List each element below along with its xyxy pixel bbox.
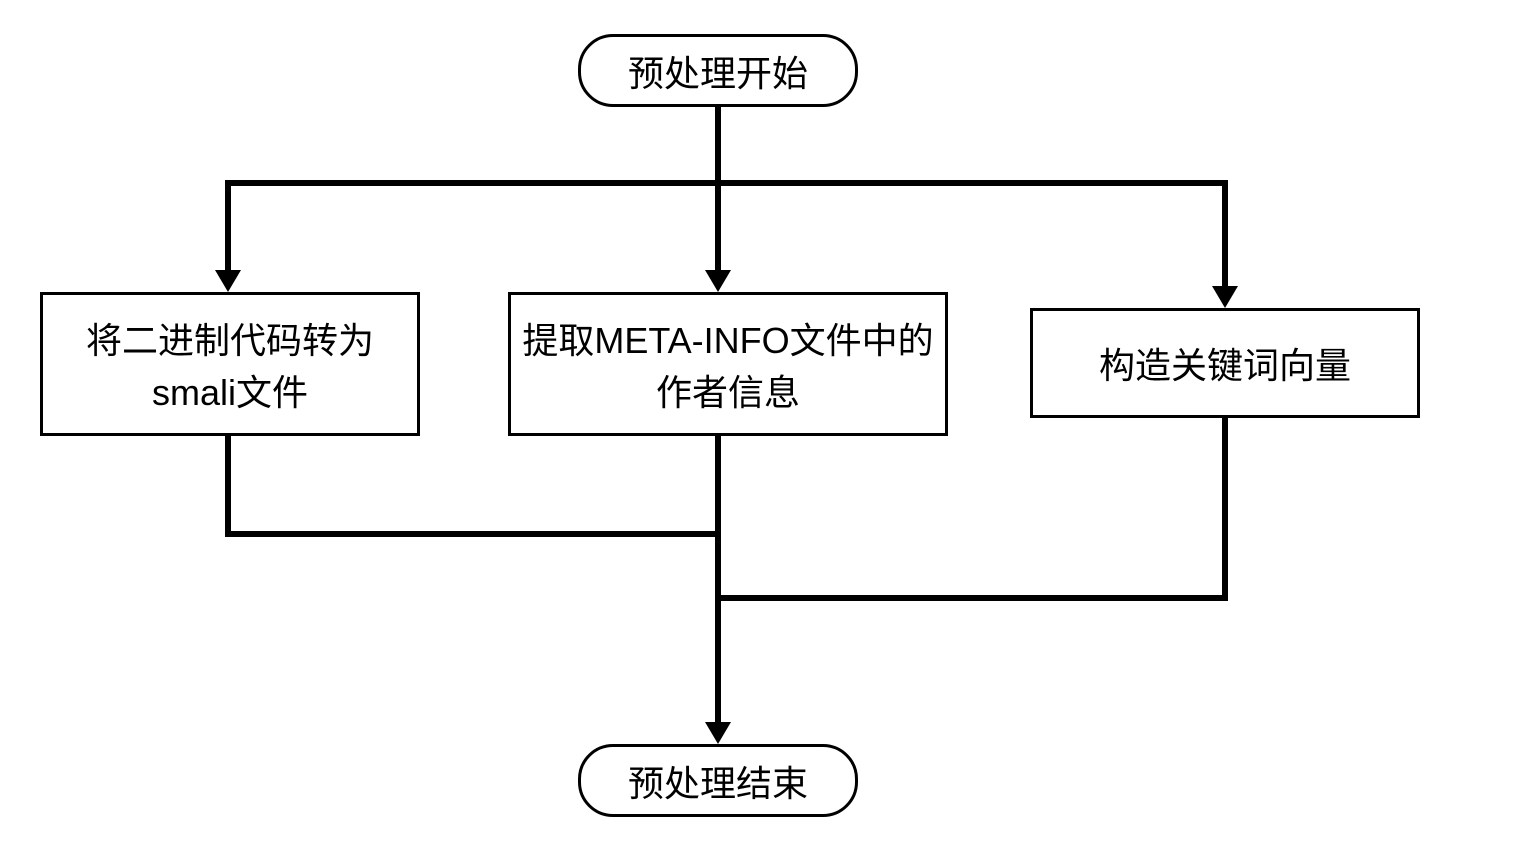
edge-merge-right-horizontal: [715, 595, 1228, 601]
flowchart-container: 预处理开始 将二进制代码转为smali文件 提取META-INFO文件中的作者信…: [0, 0, 1528, 864]
edge-merge-left-horizontal: [225, 531, 721, 537]
process1-label: 将二进制代码转为smali文件: [53, 312, 407, 416]
edge-branch-left-down: [225, 183, 231, 270]
process1-node: 将二进制代码转为smali文件: [40, 292, 420, 436]
arrow-to-process1: [215, 270, 241, 292]
process2-node: 提取META-INFO文件中的作者信息: [508, 292, 948, 436]
end-node: 预处理结束: [578, 744, 858, 817]
edge-branch-horizontal: [225, 180, 1228, 186]
arrow-to-process2: [705, 270, 731, 292]
edge-p3-down: [1222, 418, 1228, 601]
process3-label: 构造关键词向量: [1099, 337, 1351, 389]
edge-branch-center-down: [715, 183, 721, 270]
edge-p2-down: [715, 436, 721, 722]
edge-p1-down: [225, 436, 231, 537]
edge-start-down: [715, 107, 721, 185]
edge-branch-right-down: [1222, 183, 1228, 286]
process2-label: 提取META-INFO文件中的作者信息: [521, 312, 935, 416]
end-label: 预处理结束: [628, 755, 808, 807]
arrow-to-process3: [1212, 286, 1238, 308]
arrow-to-end: [705, 722, 731, 744]
start-label: 预处理开始: [628, 45, 808, 97]
process3-node: 构造关键词向量: [1030, 308, 1420, 418]
start-node: 预处理开始: [578, 34, 858, 107]
